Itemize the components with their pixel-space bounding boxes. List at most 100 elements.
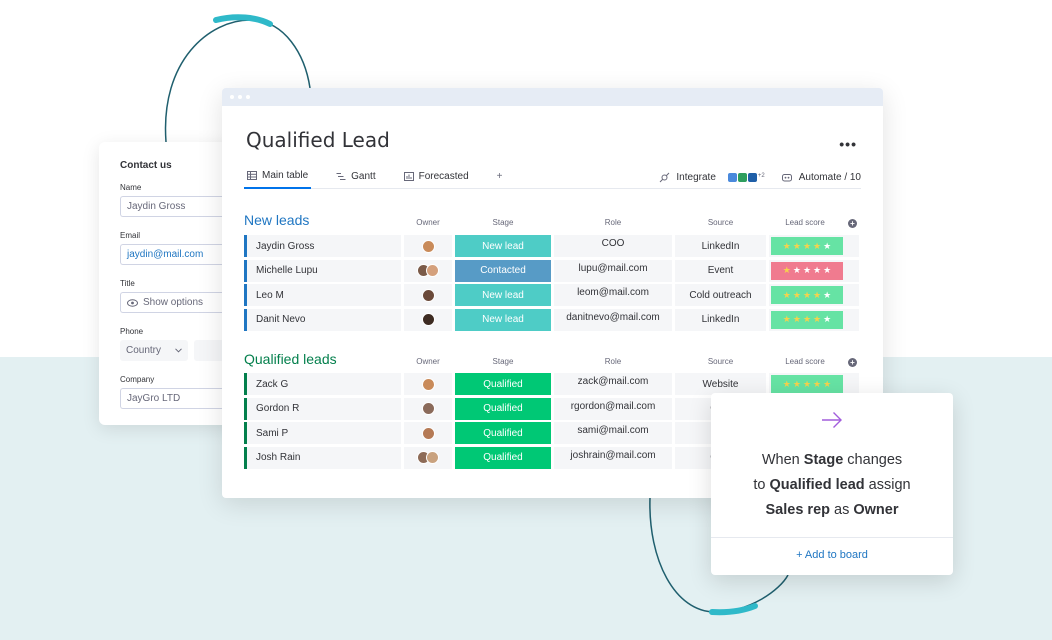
column-header-role: Role xyxy=(604,218,622,227)
star-icon[interactable]: ★ xyxy=(813,378,822,389)
role-cell[interactable]: COO xyxy=(554,235,672,257)
owner-cell[interactable] xyxy=(404,235,452,257)
tab-label: Forecasted xyxy=(418,171,469,182)
stage-status[interactable]: Qualified xyxy=(455,397,551,420)
owner-cell[interactable] xyxy=(404,422,452,444)
automate-button[interactable]: Automate / 10 xyxy=(798,172,861,183)
item-name[interactable]: Leo M xyxy=(244,284,401,306)
lead-score-rating: ★★★★★ xyxy=(771,310,843,329)
role-cell[interactable]: zack@mail.com xyxy=(554,373,672,395)
stage-status[interactable]: New lead xyxy=(455,308,551,331)
star-icon[interactable]: ★ xyxy=(813,314,822,324)
group-title-qualified-leads[interactable]: Qualified leads xyxy=(244,351,337,367)
item-name[interactable]: Gordon R xyxy=(244,397,401,420)
table-row[interactable]: Leo M New lead leom@mail.com Cold outreach ★… xyxy=(244,284,861,306)
add-column-button[interactable]: + xyxy=(848,358,857,367)
star-icon[interactable]: ★ xyxy=(782,240,791,251)
item-name[interactable]: Zack G xyxy=(244,373,401,395)
add-column-button[interactable]: + xyxy=(848,219,857,228)
star-icon[interactable]: ★ xyxy=(792,240,801,251)
item-name[interactable]: Josh Rain xyxy=(244,446,401,469)
star-icon[interactable]: ★ xyxy=(782,289,791,300)
owner-cell[interactable] xyxy=(404,259,452,282)
role-cell[interactable]: danitnevo@mail.com xyxy=(554,308,672,331)
role-cell[interactable]: joshrain@mail.com xyxy=(554,446,672,469)
avatar[interactable] xyxy=(421,288,435,302)
star-icon[interactable]: ★ xyxy=(823,289,832,300)
name-field[interactable]: Jaydin Gross xyxy=(120,196,260,217)
star-icon[interactable]: ★ xyxy=(792,289,801,300)
table-row[interactable]: Zack G Qualified zack@mail.com Website ★ ★ ★ ★ ★ xyxy=(244,373,861,395)
lead-score-cell[interactable]: ★★★★★ xyxy=(769,259,859,282)
avatar[interactable] xyxy=(421,313,435,326)
star-icon[interactable]: ★ xyxy=(802,314,812,324)
stage-status[interactable]: Qualified xyxy=(455,373,551,395)
star-icon[interactable]: ★ xyxy=(802,289,812,300)
item-name[interactable]: Jaydin Gross xyxy=(244,235,401,257)
star-icon[interactable]: ★ xyxy=(802,240,812,251)
lead-score-cell[interactable]: ★★★★★ xyxy=(769,235,859,257)
star-icon[interactable]: ★ xyxy=(813,240,822,251)
role-cell[interactable]: sami@mail.com xyxy=(554,422,672,444)
star-icon[interactable]: ★ xyxy=(782,314,791,324)
lead-score-cell[interactable]: ★★★★★ xyxy=(769,284,859,306)
source-cell[interactable]: LinkedIn xyxy=(675,235,766,257)
role-cell[interactable]: rgordon@mail.com xyxy=(554,397,672,420)
lead-score-cell[interactable]: ★★★★★ xyxy=(769,308,859,331)
stage-status[interactable]: New lead xyxy=(455,235,551,257)
star-icon[interactable]: ★ xyxy=(823,314,832,324)
integrate-button[interactable]: Integrate xyxy=(676,172,716,183)
stage-status[interactable]: Contacted xyxy=(455,259,551,282)
star-icon[interactable]: ★ xyxy=(813,289,822,300)
star-icon[interactable]: ★ xyxy=(782,265,791,275)
tab-gantt[interactable]: Gantt xyxy=(333,170,378,189)
table-row[interactable]: Danit Nevo New lead danitnevo@mail.com Link… xyxy=(244,308,861,331)
title-select[interactable]: Show options xyxy=(120,292,260,313)
star-icon[interactable]: ★ xyxy=(792,314,801,324)
table-row[interactable]: Jaydin Gross New lead COO LinkedIn ★ ★ ★ ★ ★ xyxy=(244,235,861,257)
avatar[interactable] xyxy=(426,451,439,464)
source-cell[interactable]: LinkedIn xyxy=(675,308,766,331)
stage-status[interactable]: Qualified xyxy=(455,422,551,444)
source-cell[interactable]: Event xyxy=(675,259,766,282)
star-icon[interactable]: ★ xyxy=(823,240,832,251)
avatar[interactable] xyxy=(421,402,435,415)
more-options-button[interactable]: ••• xyxy=(839,136,857,152)
country-select[interactable]: Country xyxy=(120,340,188,361)
star-icon[interactable]: ★ xyxy=(792,378,801,389)
owner-cell[interactable] xyxy=(404,308,452,331)
avatar[interactable] xyxy=(421,426,435,440)
owner-cell[interactable] xyxy=(404,373,452,395)
group-title-new-leads[interactable]: New leads xyxy=(244,212,310,228)
owner-cell[interactable] xyxy=(404,397,452,420)
avatar[interactable] xyxy=(426,264,439,277)
avatar[interactable] xyxy=(421,377,435,391)
avatar[interactable] xyxy=(421,239,435,253)
tab-forecasted[interactable]: Forecasted xyxy=(401,170,472,189)
email-field[interactable]: jaydin@mail.com xyxy=(120,244,260,265)
item-name[interactable]: Michelle Lupu xyxy=(244,259,401,282)
source-cell[interactable]: Cold outreach xyxy=(675,284,766,306)
star-icon[interactable]: ★ xyxy=(823,378,832,389)
item-name[interactable]: Sami P xyxy=(244,422,401,444)
star-icon[interactable]: ★ xyxy=(792,265,801,275)
star-icon[interactable]: ★ xyxy=(813,265,822,275)
lead-score-cell[interactable]: ★★★★★ xyxy=(769,373,859,395)
source-cell[interactable]: Website xyxy=(675,373,766,395)
stage-status[interactable]: Qualified xyxy=(455,446,551,469)
tab-main-table[interactable]: Main table xyxy=(244,170,312,189)
table-row[interactable]: Michelle Lupu Contacted lupu@mail.com Event… xyxy=(244,259,861,282)
star-icon[interactable]: ★ xyxy=(782,378,791,389)
owner-cell[interactable] xyxy=(404,284,452,306)
stage-status[interactable]: New lead xyxy=(455,284,551,306)
add-view-button[interactable]: + xyxy=(494,170,506,189)
company-field[interactable]: JayGro LTD xyxy=(120,388,260,409)
add-to-board-button[interactable]: + Add to board xyxy=(796,549,868,561)
owner-cell[interactable] xyxy=(404,446,452,469)
role-cell[interactable]: leom@mail.com xyxy=(554,284,672,306)
star-icon[interactable]: ★ xyxy=(823,265,832,275)
item-name[interactable]: Danit Nevo xyxy=(244,308,401,331)
star-icon[interactable]: ★ xyxy=(802,265,812,275)
role-cell[interactable]: lupu@mail.com xyxy=(554,259,672,282)
star-icon[interactable]: ★ xyxy=(802,378,812,389)
